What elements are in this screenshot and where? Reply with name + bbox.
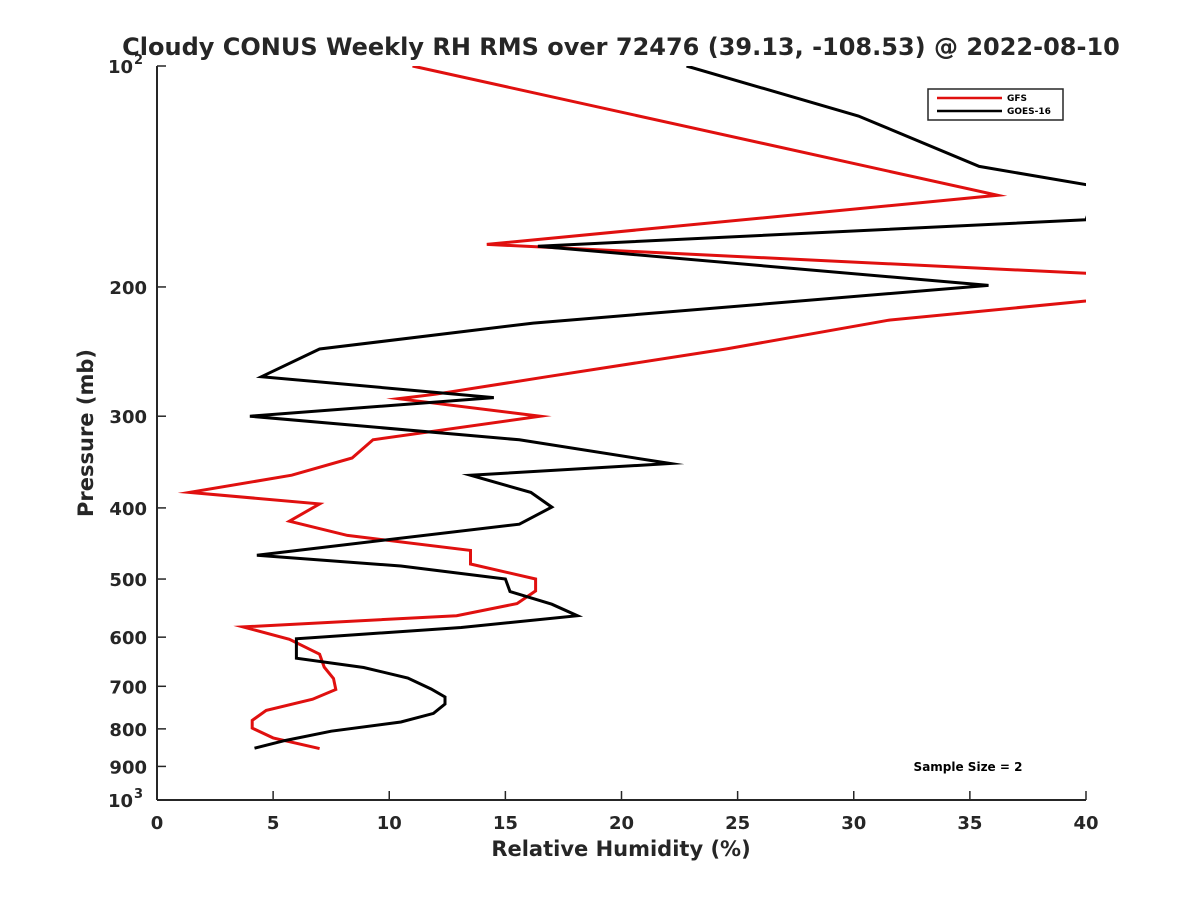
x-tick-label: 10 [377, 813, 402, 834]
y-tick-label: 10 [108, 791, 133, 812]
x-tick-label: 25 [725, 813, 750, 834]
y-tick-label: 400 [109, 499, 147, 520]
legend-label-goes16: GOES-16 [1007, 107, 1051, 117]
x-axis-label: Relative Humidity (%) [491, 837, 750, 861]
y-tick-exponent: 3 [134, 787, 143, 802]
x-tick-label: 15 [493, 813, 518, 834]
sample-size-annotation: Sample Size = 2 [914, 760, 1023, 774]
y-tick-label: 900 [109, 757, 147, 778]
x-tick-label: 20 [609, 813, 634, 834]
y-tick-label: 200 [109, 278, 147, 299]
y-tick-label: 800 [109, 720, 147, 741]
y-tick-exponent: 2 [134, 53, 143, 68]
chart-title: Cloudy CONUS Weekly RH RMS over 72476 (3… [122, 33, 1120, 61]
x-tick-label: 35 [957, 813, 982, 834]
legend-box [927, 88, 1064, 121]
y-tick-label: 500 [109, 570, 147, 591]
y-axis-label: Pressure (mb) [74, 349, 98, 517]
x-tick-label: 0 [151, 813, 164, 834]
legend-label-gfs: GFS [1007, 94, 1027, 104]
series-line-goes16 [249, 66, 1086, 750]
x-tick-label: 30 [841, 813, 866, 834]
legend: GFS GOES-16 [927, 88, 1064, 121]
y-tick-label: 700 [109, 677, 147, 698]
series-line-gfs [177, 66, 1086, 751]
y-tick-label: 300 [109, 407, 147, 428]
y-tick-label: 10 [108, 57, 133, 78]
x-ticks: 0 5 10 15 20 25 30 35 40 [151, 791, 1099, 834]
y-tick-label: 600 [109, 628, 147, 649]
x-tick-label: 5 [267, 813, 280, 834]
series-layer [177, 66, 1086, 751]
x-tick-label: 40 [1073, 813, 1098, 834]
